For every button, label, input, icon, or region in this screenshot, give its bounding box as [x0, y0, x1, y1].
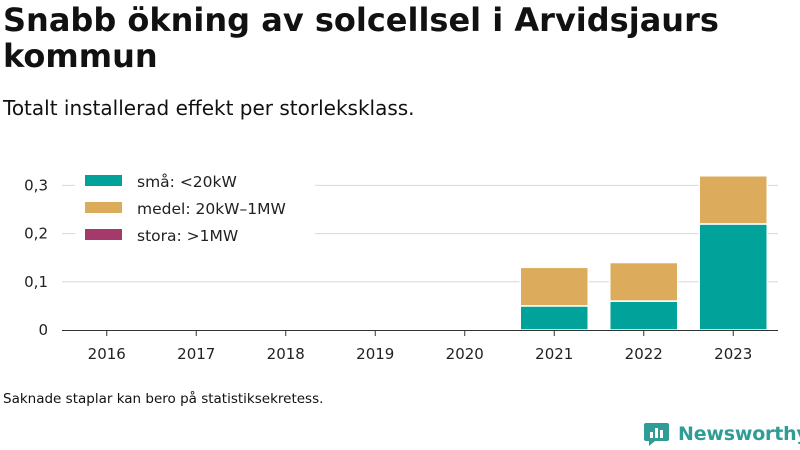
- y-tick-label: 0,1: [24, 273, 48, 291]
- bar-segment: [519, 305, 589, 331]
- x-tick-label: 2020: [446, 345, 484, 363]
- bar-chart: 0 0,1 0,2 0,3 2016 2017 2018 2019 2020 2021 2022 20…: [24, 160, 778, 363]
- bar-segment: [698, 175, 768, 225]
- bars: [519, 175, 768, 331]
- legend-label: medel: 20kW–1MW: [137, 200, 286, 218]
- y-tick-label: 0: [38, 321, 48, 339]
- x-tick-label: 2018: [267, 345, 305, 363]
- bar-segment: [519, 266, 589, 307]
- x-tick-label: 2021: [535, 345, 573, 363]
- legend-swatch: [85, 229, 122, 240]
- legend-swatch: [85, 202, 122, 213]
- legend: små: <20kW medel: 20kW–1MW stora: >1MW: [75, 160, 315, 247]
- y-tick-label: 0,2: [24, 225, 48, 243]
- x-tick-label: 2017: [177, 345, 215, 363]
- bar-segment: [698, 223, 768, 331]
- brand-name: Newsworthy: [678, 422, 800, 445]
- x-tick-label: 2019: [356, 345, 394, 363]
- footnote: Saknade staplar kan bero på statistiksek…: [3, 391, 324, 407]
- newsworthy-logo-icon: [644, 423, 669, 446]
- bar-segment: [609, 300, 679, 331]
- legend-swatch: [85, 175, 122, 186]
- x-tick-label: 2016: [88, 345, 126, 363]
- brand-logo: Newsworthy: [643, 420, 800, 447]
- y-tick-label: 0,3: [24, 176, 48, 194]
- x-tick-label: 2023: [714, 345, 752, 363]
- x-tick-label: 2022: [625, 345, 663, 363]
- legend-label: små: <20kW: [137, 173, 237, 191]
- chart-title: Snabb ökning av solcellsel i Arvidsjaurs…: [3, 1, 719, 75]
- chart-subtitle: Totalt installerad effekt per storlekskl…: [3, 96, 415, 120]
- axes: 0 0,1 0,2 0,3 2016 2017 2018 2019 2020 2021 2022 20…: [24, 176, 778, 363]
- legend-label: stora: >1MW: [137, 227, 238, 245]
- bar-segment: [609, 261, 679, 302]
